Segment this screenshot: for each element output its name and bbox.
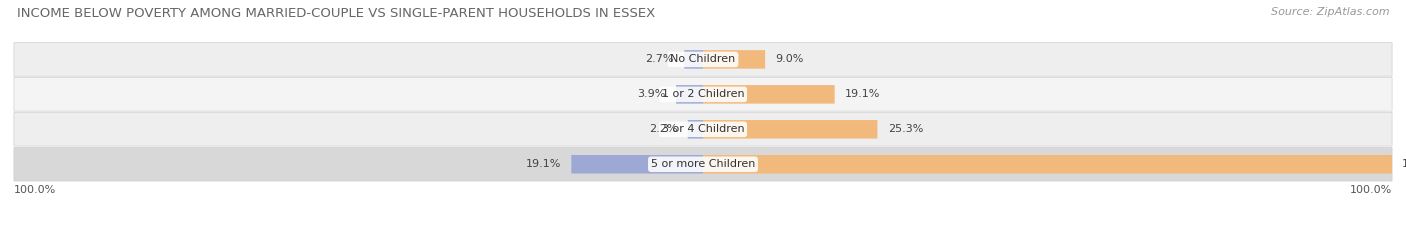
Text: 2.2%: 2.2% [650,124,678,134]
FancyBboxPatch shape [14,147,1392,181]
Text: 5 or more Children: 5 or more Children [651,159,755,169]
Text: 1 or 2 Children: 1 or 2 Children [662,89,744,99]
Text: 25.3%: 25.3% [887,124,922,134]
Text: 9.0%: 9.0% [775,55,804,64]
Text: INCOME BELOW POVERTY AMONG MARRIED-COUPLE VS SINGLE-PARENT HOUSEHOLDS IN ESSEX: INCOME BELOW POVERTY AMONG MARRIED-COUPL… [17,7,655,20]
FancyBboxPatch shape [571,155,703,174]
Text: 19.1%: 19.1% [845,89,880,99]
FancyBboxPatch shape [14,113,1392,146]
Text: Source: ZipAtlas.com: Source: ZipAtlas.com [1271,7,1389,17]
FancyBboxPatch shape [14,43,1392,76]
Text: 2.7%: 2.7% [645,55,673,64]
FancyBboxPatch shape [703,120,877,139]
FancyBboxPatch shape [685,50,703,69]
Text: 100.0%: 100.0% [1350,185,1392,195]
Legend: Married Couples, Single Parents: Married Couples, Single Parents [579,230,827,233]
FancyBboxPatch shape [703,155,1392,174]
Text: 100.0%: 100.0% [1402,159,1406,169]
Text: 3.9%: 3.9% [637,89,666,99]
Text: 100.0%: 100.0% [14,185,56,195]
Text: No Children: No Children [671,55,735,64]
Text: 3 or 4 Children: 3 or 4 Children [662,124,744,134]
FancyBboxPatch shape [703,85,835,104]
FancyBboxPatch shape [688,120,703,139]
FancyBboxPatch shape [703,50,765,69]
FancyBboxPatch shape [14,78,1392,111]
FancyBboxPatch shape [676,85,703,104]
Text: 19.1%: 19.1% [526,159,561,169]
